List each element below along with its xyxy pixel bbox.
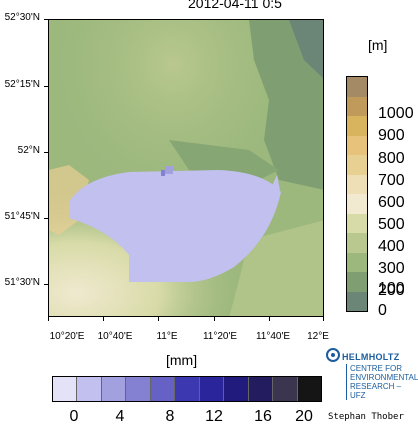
- elevation-swatch: [347, 291, 367, 311]
- x-tick: [214, 317, 215, 321]
- elevation-label: 900: [378, 127, 405, 144]
- elevation-label: 700: [378, 172, 405, 189]
- y-tick: [44, 284, 48, 285]
- precipitation-unit: [mm]: [166, 352, 198, 368]
- ne-lowland: [249, 20, 323, 190]
- elevation-swatch: [347, 233, 367, 253]
- elevation-swatch: [347, 155, 367, 175]
- precip-swatch: [224, 377, 249, 401]
- elevation-label: 500: [378, 216, 405, 233]
- y-label: 51°30'N: [4, 277, 40, 288]
- precip-label: 0: [69, 408, 79, 425]
- x-label: 10°20'E: [49, 331, 85, 342]
- elevation-colorbar: [346, 76, 368, 312]
- precip-swatch: [297, 377, 321, 401]
- logo-name: HELMHOLTZ: [342, 352, 400, 362]
- precipitation-area: [69, 170, 281, 282]
- logo-line: CENTRE FOR: [350, 364, 402, 373]
- x-tick: [48, 317, 49, 321]
- precip-label: 12: [205, 408, 223, 425]
- y-label: 52°30'N: [4, 12, 40, 23]
- helmholtz-ufz-logo: HELMHOLTZ CENTRE FOR ENVIRONMENTAL RESEA…: [326, 348, 418, 410]
- x-label: 10°40'E: [97, 331, 133, 342]
- x-label: 11°20'E: [202, 331, 238, 342]
- x-label: 11°E: [156, 331, 178, 342]
- precipitation-cell: [161, 170, 165, 176]
- elevation-swatch: [347, 213, 367, 233]
- logo-line: RESEARCH – UFZ: [350, 382, 402, 400]
- elevation-label: 300: [378, 260, 405, 277]
- elevation-swatch: [347, 77, 367, 97]
- precipitation-spot-east: [271, 175, 280, 190]
- author-credit: Stephan Thober: [328, 412, 404, 422]
- precip-swatch: [199, 377, 225, 401]
- y-tick: [44, 218, 48, 219]
- precip-swatch: [150, 377, 176, 401]
- precip-swatch: [175, 377, 200, 401]
- elevation-swatch: [347, 116, 367, 136]
- x-tick: [269, 317, 270, 321]
- precip-swatch: [126, 377, 151, 401]
- precip-swatch: [273, 377, 298, 401]
- terrain-map: [49, 20, 323, 316]
- y-label: 52°N: [17, 145, 40, 156]
- elevation-label: 400: [378, 238, 405, 255]
- precip-label: 4: [115, 408, 125, 425]
- elevation-label: 800: [378, 150, 405, 167]
- ne-lowland-dark: [289, 20, 323, 79]
- precip-swatch: [77, 377, 102, 401]
- precip-swatch: [101, 377, 127, 401]
- elevation-label: 100: [378, 280, 405, 297]
- y-tick: [44, 152, 48, 153]
- precip-label: 20: [295, 408, 313, 425]
- y-label: 51°45'N: [4, 211, 40, 222]
- logo-mark-icon: [326, 348, 340, 362]
- y-label: 52°15'N: [4, 79, 40, 90]
- x-label: 12°E: [307, 331, 329, 342]
- elevation-swatch: [347, 194, 367, 214]
- precip-label: 8: [165, 408, 175, 425]
- elevation-label: 600: [378, 194, 405, 211]
- elevation-swatch: [347, 135, 367, 155]
- elevation-unit: [m]: [368, 37, 388, 53]
- elevation-swatch: [347, 252, 367, 272]
- map-panel: [48, 19, 324, 317]
- x-tick: [103, 317, 104, 321]
- y-tick: [44, 19, 48, 20]
- elevation-label: 0: [378, 302, 387, 319]
- elevation-label: 1000: [378, 105, 414, 122]
- x-tick: [158, 317, 159, 321]
- y-tick: [44, 86, 48, 87]
- logo-subtitle: CENTRE FOR ENVIRONMENTAL RESEARCH – UFZ: [346, 364, 418, 400]
- logo-line: ENVIRONMENTAL: [350, 373, 418, 382]
- x-label: 11°40'E: [255, 331, 291, 342]
- precip-swatch: [248, 377, 274, 401]
- elevation-swatch: [347, 272, 367, 292]
- x-tick: [323, 317, 324, 321]
- precip-label: 16: [254, 408, 272, 425]
- precipitation-colorbar: [52, 376, 322, 402]
- elevation-swatch: [347, 174, 367, 194]
- elevation-label: 200: [378, 282, 405, 299]
- precip-swatch: [53, 377, 78, 401]
- precipitation-cell: [165, 166, 173, 174]
- elevation-swatch: [347, 96, 367, 116]
